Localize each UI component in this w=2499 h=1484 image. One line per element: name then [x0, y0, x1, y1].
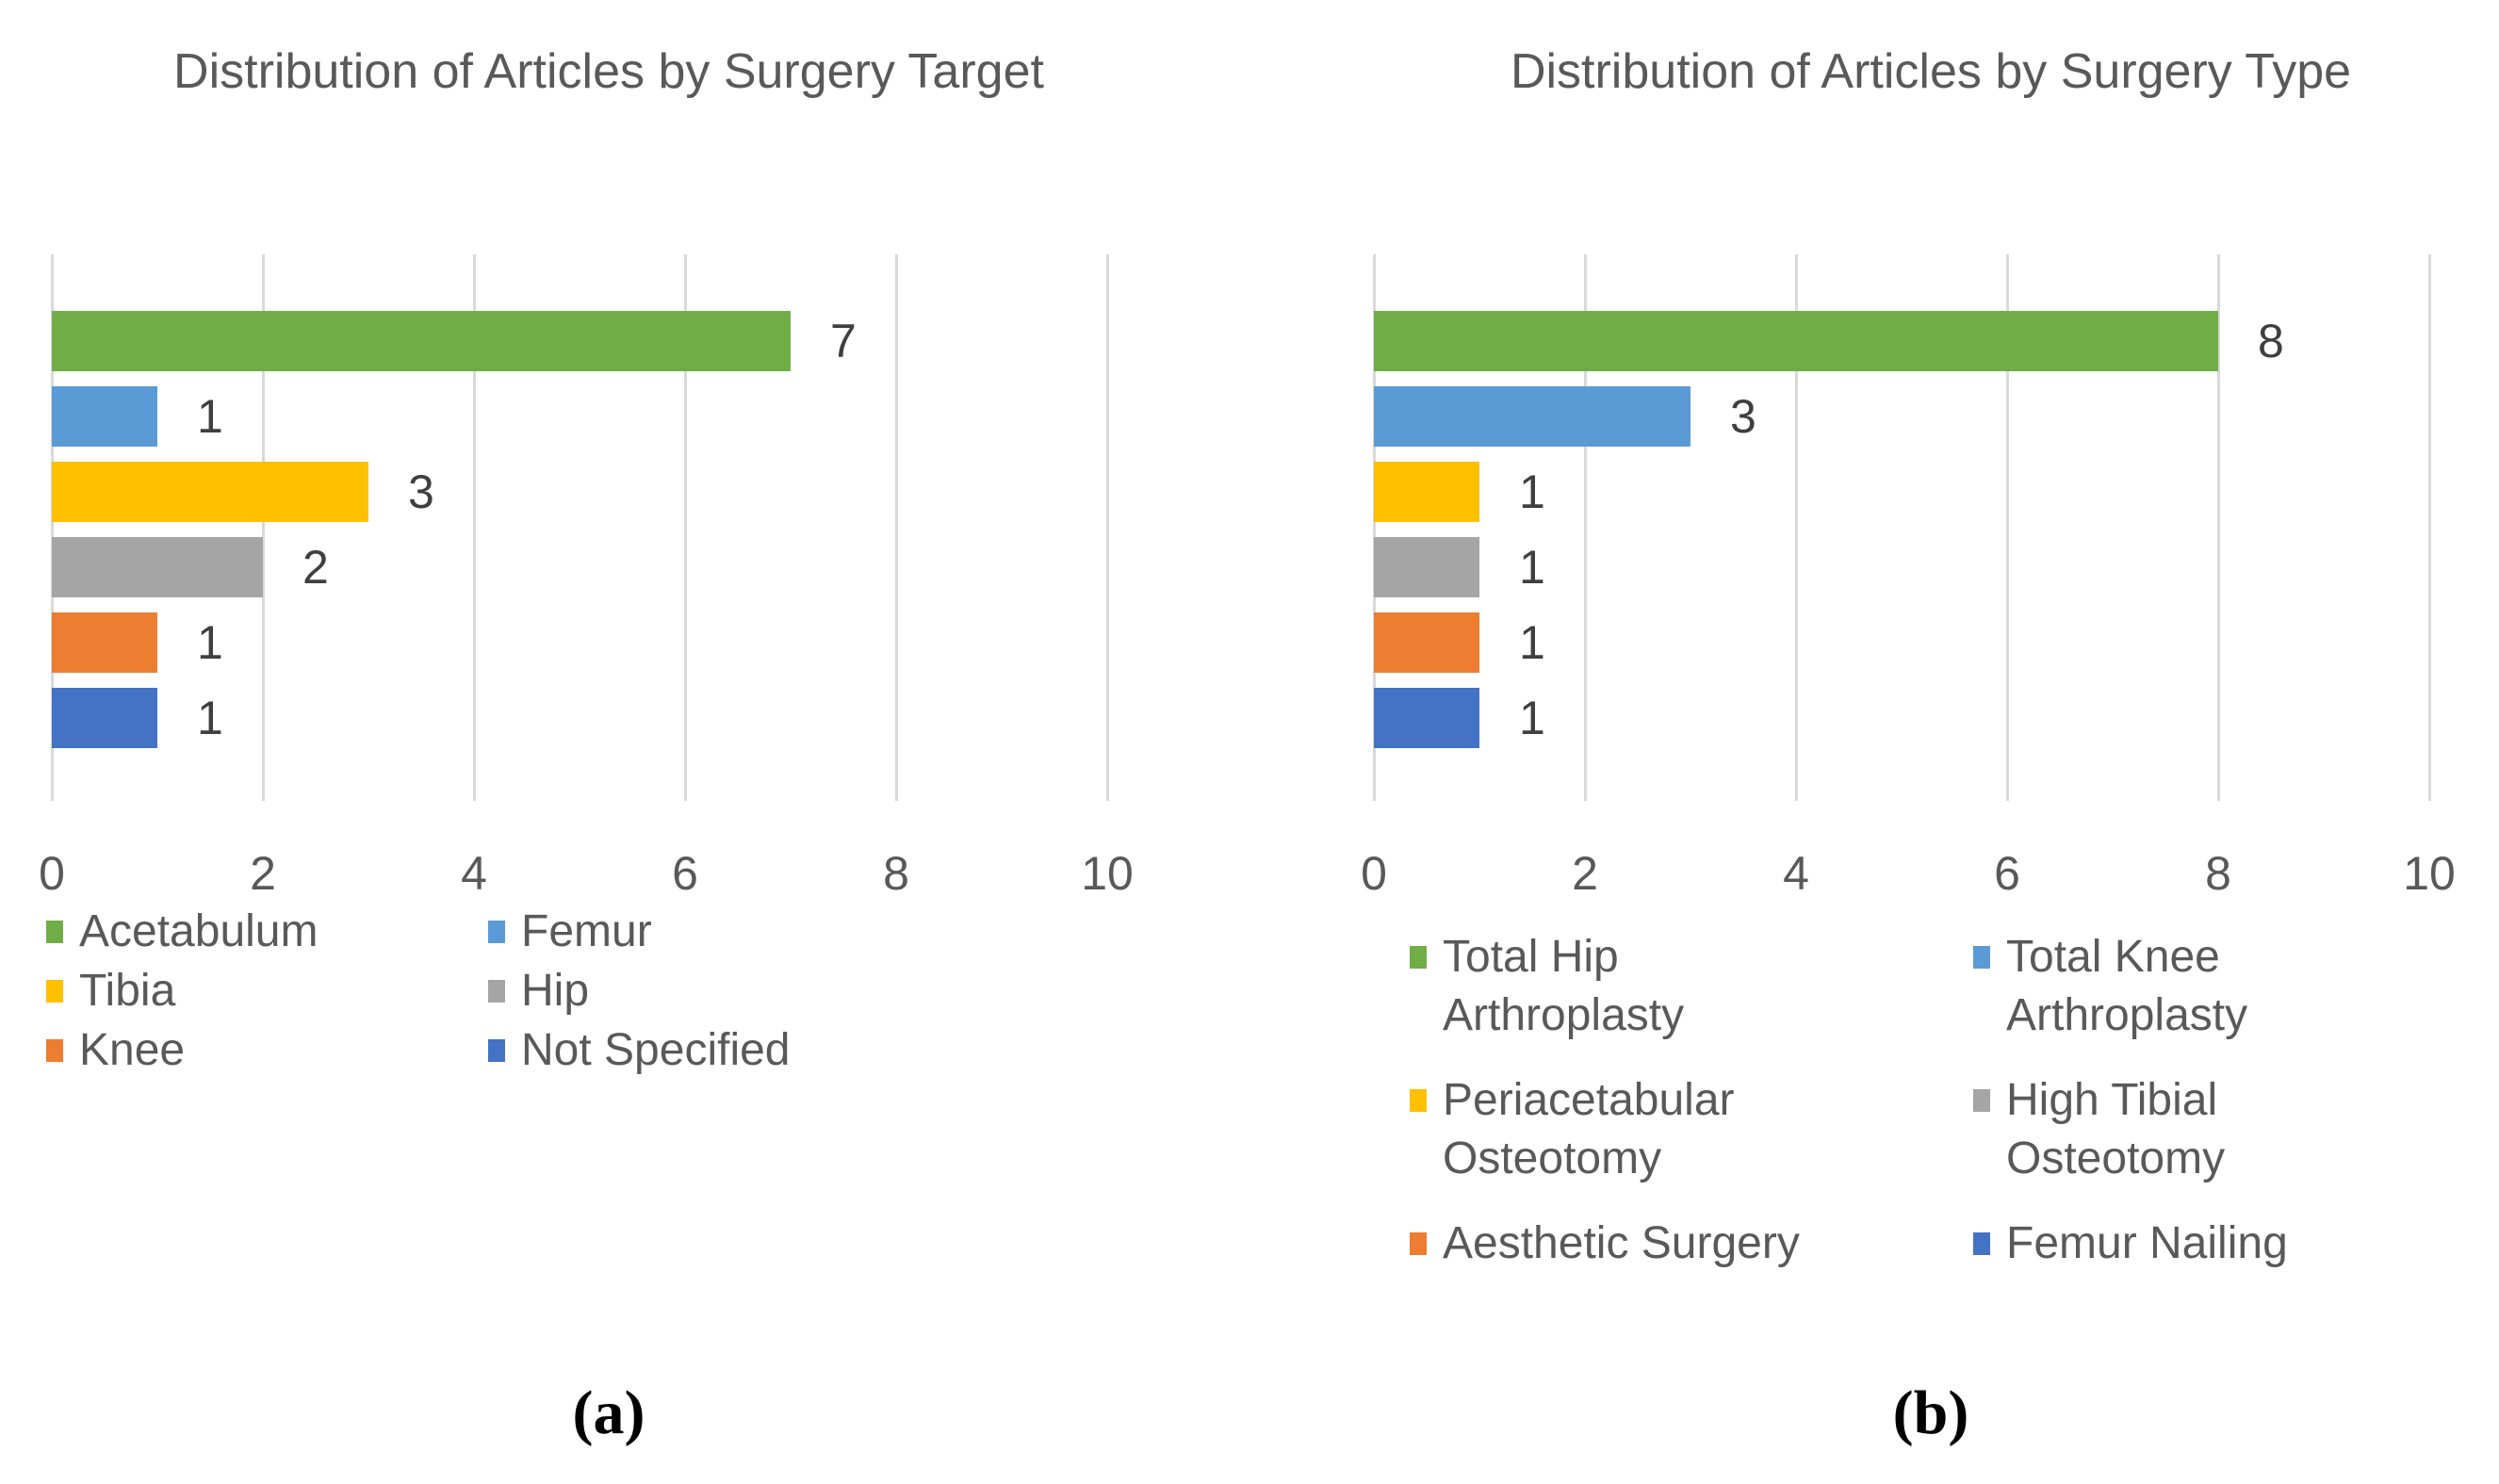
gridline-x10 — [2427, 254, 2431, 801]
bar-total-hip-arthroplasty — [1374, 311, 2218, 371]
legend-label-femur-nailing: Femur Nailing — [2006, 1218, 2288, 1268]
bar-value-label-tibia: 3 — [408, 465, 434, 518]
legend-label-total-hip-arthroplasty: Total Hip Arthroplasty — [1443, 932, 1685, 1041]
bar-aesthetic-surgery — [1374, 612, 1479, 673]
bar-high-tibial-osteotomy — [1374, 537, 1479, 597]
legend-label-hip: Hip — [521, 966, 590, 1016]
legend-item-acetabulum: Acetabulum — [46, 903, 318, 961]
legend-color-swatch-femur-nailing — [1973, 1232, 1990, 1255]
bar-value-label-femur: 1 — [197, 390, 223, 443]
bar-value-label-total-knee-arthroplasty: 3 — [1730, 390, 1756, 443]
chart-panel-a: Distribution of Articles by Surgery Targ… — [39, 44, 1166, 1447]
legend-color-swatch-acetabulum — [46, 921, 63, 943]
chart-title-a: Distribution of Articles by Surgery Targ… — [173, 44, 1044, 99]
bar-hip — [52, 537, 263, 597]
legend-label-high-tibial-osteotomy: High Tibial Osteotomy — [2006, 1075, 2226, 1184]
x-tick-label-10: 10 — [1081, 847, 1134, 900]
legend-item-total-knee-arthroplasty: Total Knee Arthroplasty — [1973, 928, 2383, 1046]
bar-value-label-aesthetic-surgery: 1 — [1519, 616, 1545, 669]
bar-value-label-acetabulum: 7 — [830, 315, 857, 367]
bar-tibia — [52, 462, 368, 522]
x-tick-label-4: 4 — [461, 847, 487, 900]
legend-item-high-tibial-osteotomy: High Tibial Osteotomy — [1973, 1071, 2383, 1189]
bar-value-label-total-hip-arthroplasty: 8 — [2258, 315, 2284, 367]
legend-color-swatch-hip — [488, 980, 505, 1003]
x-tick-label-8: 8 — [2205, 847, 2231, 900]
caption-a: (a) — [572, 1378, 645, 1447]
bar-femur — [52, 386, 157, 447]
legend-color-swatch-not-specified — [488, 1039, 505, 1062]
legend-item-periacetabular-osteotomy: Periacetabular Osteotomy — [1410, 1071, 1820, 1189]
legend-item-knee: Knee — [46, 1021, 185, 1080]
gridline-x2 — [1583, 254, 1587, 801]
legend-label-acetabulum: Acetabulum — [79, 906, 318, 956]
x-tick-label-0: 0 — [1361, 847, 1387, 900]
bar-value-label-high-tibial-osteotomy: 1 — [1519, 541, 1545, 594]
legend-item-not-specified: Not Specified — [488, 1021, 791, 1080]
gridline-x8 — [894, 254, 898, 801]
legend-color-swatch-total-hip-arthroplasty — [1410, 946, 1427, 969]
plot-area-b: 8 3 1 1 1 1 — [1372, 254, 2488, 801]
x-tick-label-6: 6 — [1994, 847, 2020, 900]
legend-label-periacetabular-osteotomy: Periacetabular Osteotomy — [1443, 1075, 1735, 1184]
bar-value-label-periacetabular-osteotomy: 1 — [1519, 465, 1545, 518]
gridline-x4 — [472, 254, 476, 801]
bar-not-specified — [52, 688, 157, 748]
gridline-x8 — [2216, 254, 2220, 801]
x-tick-label-4: 4 — [1783, 847, 1809, 900]
legend-item-femur: Femur — [488, 903, 652, 961]
gridline-x4 — [1794, 254, 1798, 801]
legend-item-aesthetic-surgery: Aesthetic Surgery — [1410, 1215, 1800, 1273]
legend-item-femur-nailing: Femur Nailing — [1973, 1215, 2288, 1273]
gridline-x2 — [261, 254, 265, 801]
x-tick-label-8: 8 — [883, 847, 909, 900]
x-tick-label-6: 6 — [672, 847, 698, 900]
bar-value-label-femur-nailing: 1 — [1519, 692, 1545, 744]
bar-periacetabular-osteotomy — [1374, 462, 1479, 522]
caption-b: (b) — [1892, 1378, 1969, 1447]
x-tick-label-2: 2 — [1572, 847, 1598, 900]
legend-color-swatch-tibia — [46, 980, 63, 1003]
legend-color-swatch-high-tibial-osteotomy — [1973, 1089, 1990, 1112]
gridline-x6 — [683, 254, 687, 801]
chart-title-b: Distribution of Articles by Surgery Type — [1510, 44, 2352, 99]
x-tick-label-2: 2 — [250, 847, 276, 900]
legend-color-swatch-periacetabular-osteotomy — [1410, 1089, 1427, 1112]
legend-item-tibia: Tibia — [46, 962, 175, 1020]
bar-acetabulum — [52, 311, 791, 371]
bar-value-label-not-specified: 1 — [197, 692, 223, 744]
legend-color-swatch-knee — [46, 1039, 63, 1062]
bar-femur-nailing — [1374, 688, 1479, 748]
chart-panel-b: Distribution of Articles by Surgery Type… — [1250, 0, 2499, 1484]
legend-label-femur: Femur — [521, 906, 652, 956]
legend-color-swatch-femur — [488, 921, 505, 943]
bar-knee — [52, 612, 157, 673]
legend-item-hip: Hip — [488, 962, 589, 1020]
gridline-x6 — [2005, 254, 2009, 801]
plot-area-a: 7 1 3 2 1 1 — [50, 254, 1166, 801]
x-tick-label-10: 10 — [2403, 847, 2456, 900]
bar-total-knee-arthroplasty — [1374, 386, 1690, 447]
legend-label-tibia: Tibia — [79, 966, 176, 1016]
x-tick-label-0: 0 — [39, 847, 65, 900]
gridline-x10 — [1105, 254, 1109, 801]
legend-label-not-specified: Not Specified — [521, 1025, 791, 1075]
legend-color-swatch-total-knee-arthroplasty — [1973, 946, 1990, 969]
bar-value-label-hip: 2 — [302, 541, 329, 594]
legend-label-aesthetic-surgery: Aesthetic Surgery — [1443, 1218, 1800, 1268]
bar-value-label-knee: 1 — [197, 616, 223, 669]
legend-color-swatch-aesthetic-surgery — [1410, 1232, 1427, 1255]
gridline-x0 — [1372, 254, 1376, 801]
gridline-x0 — [50, 254, 54, 801]
legend-label-knee: Knee — [79, 1025, 186, 1075]
legend-item-total-hip-arthroplasty: Total Hip Arthroplasty — [1410, 928, 1820, 1046]
legend-label-total-knee-arthroplasty: Total Knee Arthroplasty — [2006, 932, 2248, 1041]
